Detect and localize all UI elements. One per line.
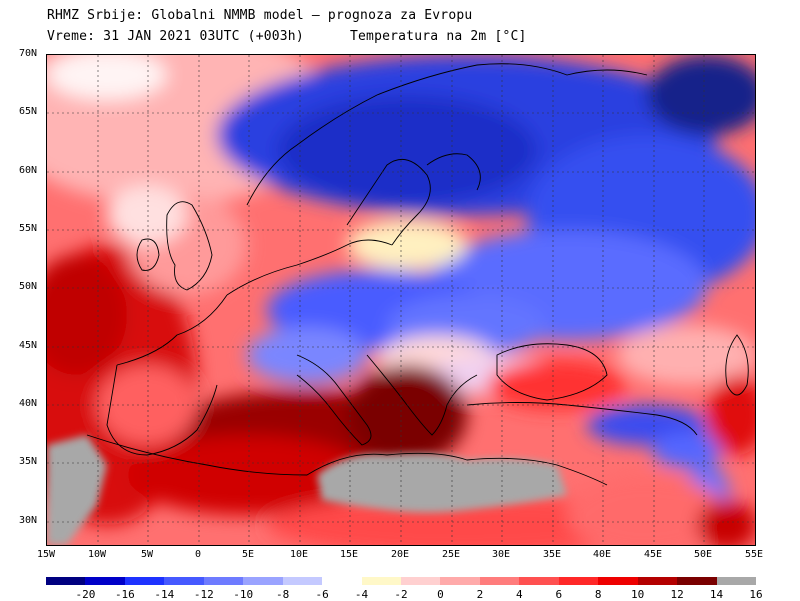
legend-label: -4 [354,588,369,601]
lon-label: 15E [339,549,359,560]
lon-label: 35E [542,549,562,560]
lat-label: 40N [19,398,38,409]
lon-label: 30E [491,549,511,560]
lon-label: 45E [643,549,663,560]
variable-label: Temperatura na 2m [°C] [350,29,527,44]
lat-label: 45N [19,340,38,351]
legend-label: -14 [154,588,175,601]
legend-swatch [479,577,520,585]
lat-label: 50N [19,281,38,292]
lon-label: 20E [390,549,410,560]
legend-swatch [322,577,363,585]
legend-swatch [598,577,639,585]
lat-label: 35N [19,456,38,467]
map-title: RHMZ Srbije: Globalni NMMB model – progn… [47,8,473,23]
color-legend [46,577,757,585]
legend-label: -6 [315,588,329,601]
legend-label: 12 [670,588,684,601]
legend-swatch [46,577,86,585]
lat-label: 55N [19,223,38,234]
legend-swatch [637,577,678,585]
legend-swatch [558,577,599,585]
lat-lon-grid [47,55,755,545]
legend-label: -10 [233,588,254,601]
forecast-time: Vreme: 31 JAN 2021 03UTC (+003h) [47,29,304,44]
terrain-mask [47,435,567,545]
lon-label: 40E [592,549,612,560]
legend-swatch [85,577,126,585]
legend-label: 8 [594,588,602,601]
legend-label: -16 [114,588,135,601]
legend-label: -8 [276,588,290,601]
legend-swatch [716,577,757,585]
lat-label: 70N [19,48,38,59]
legend-label: 16 [749,588,763,601]
lon-label: 5E [241,549,255,560]
legend-swatch [124,577,165,585]
lon-label: 50E [693,549,713,560]
legend-swatch [677,577,718,585]
legend-label: -20 [75,588,96,601]
legend-swatch [282,577,323,585]
legend-label: 14 [709,588,724,601]
lon-label: 15W [36,549,56,560]
legend-swatch [243,577,284,585]
legend-swatch [361,577,402,585]
legend-label: -2 [394,588,408,601]
lon-label: 10W [87,549,107,560]
legend-swatch [203,577,244,585]
legend-label: -12 [193,588,214,601]
lon-label: 25E [441,549,461,560]
lon-label: 5W [140,549,154,560]
lon-label: 55E [744,549,764,560]
lon-label: 10E [289,549,309,560]
map-canvas [47,55,755,545]
legend-swatch [519,577,560,585]
lat-label: 65N [19,106,38,117]
legend-label: 6 [555,588,563,601]
lat-label: 30N [19,515,38,526]
legend-label: 10 [631,588,645,601]
lat-label: 60N [19,165,38,176]
legend-swatch [401,577,441,585]
legend-label: 4 [516,588,523,601]
legend-label: 0 [437,588,444,601]
legend-swatch [440,577,481,585]
lon-label: 0 [194,549,202,560]
temperature-map [46,54,756,546]
legend-label: 2 [476,588,484,601]
temperature-field [47,55,755,545]
legend-swatch [164,577,205,585]
